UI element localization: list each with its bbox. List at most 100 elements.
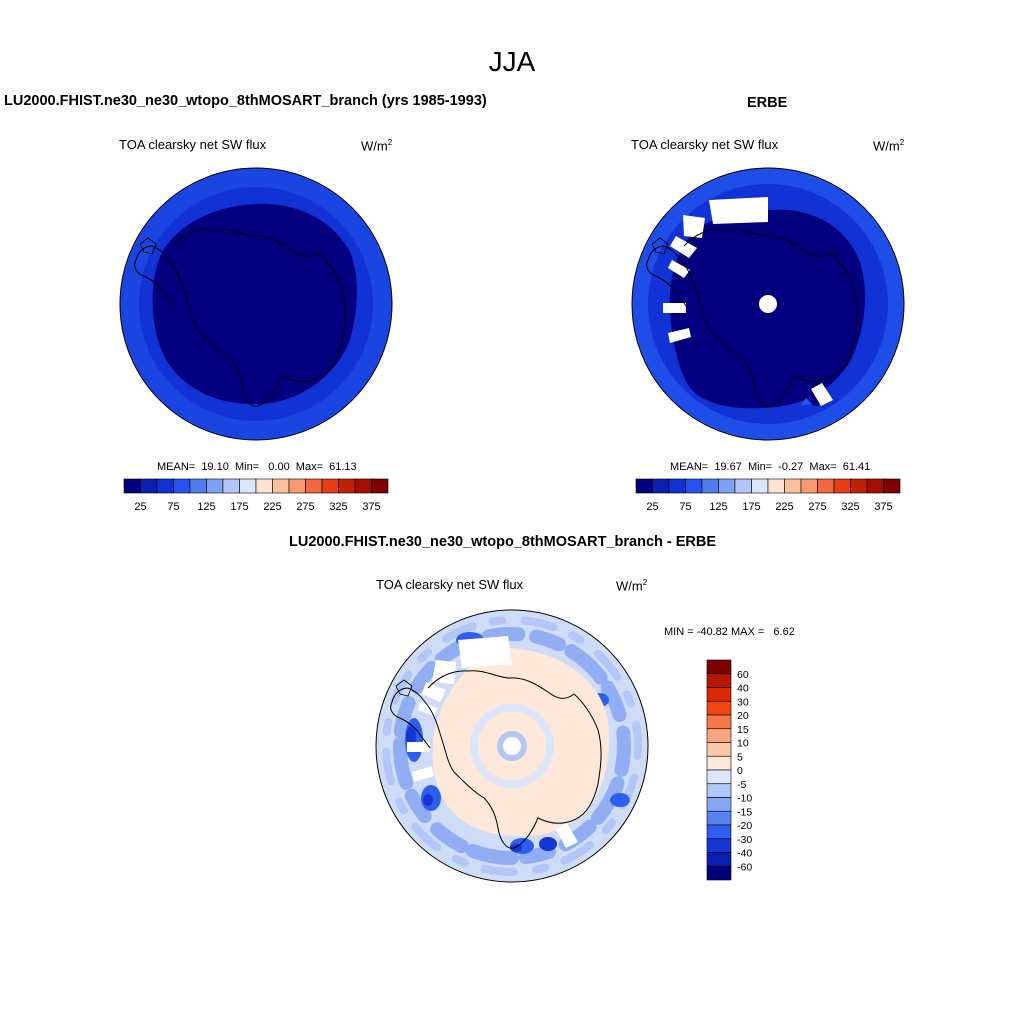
colorbar-tick-label: -15 bbox=[737, 806, 752, 818]
colorbar-swatch bbox=[173, 478, 191, 494]
colorbar-swatch bbox=[706, 659, 732, 675]
colorbar-swatch bbox=[866, 478, 884, 494]
colorbar-tick-label: 75 bbox=[679, 501, 691, 513]
colorbar-tick-label: 5 bbox=[737, 751, 743, 763]
panel1-title: LU2000.FHIST.ne30_ne30_wtopo_8thMOSART_b… bbox=[4, 93, 487, 109]
colorbar-swatch bbox=[800, 478, 818, 494]
colorbar-swatch bbox=[883, 478, 901, 494]
colorbar-swatch bbox=[652, 478, 670, 494]
panel2-map bbox=[631, 167, 905, 441]
panel3-missing-data bbox=[407, 636, 578, 848]
colorbar-swatch bbox=[767, 478, 785, 494]
colorbar-swatch bbox=[354, 478, 372, 494]
colorbar-swatch bbox=[255, 478, 273, 494]
panel3-negative-band bbox=[382, 616, 642, 876]
colorbar-tick-label: 30 bbox=[737, 696, 749, 708]
panel3-map bbox=[375, 609, 649, 883]
colorbar-tick-label: 10 bbox=[737, 738, 749, 750]
colorbar-swatch bbox=[706, 714, 732, 730]
colorbar-tick-label: 125 bbox=[709, 501, 727, 513]
colorbar-swatch bbox=[239, 478, 257, 494]
colorbar-swatch bbox=[706, 810, 732, 826]
colorbar-swatch bbox=[706, 838, 732, 853]
colorbar-tick-label: 225 bbox=[263, 501, 281, 513]
colorbar-swatch bbox=[706, 742, 732, 757]
colorbar-tick-label: 75 bbox=[167, 501, 179, 513]
colorbar-swatch bbox=[706, 797, 732, 812]
colorbar-tick-label: -20 bbox=[737, 820, 752, 832]
panel1-stats: MEAN= 19.10 Min= 0.00 Max= 61.13 bbox=[157, 461, 357, 473]
colorbar-swatch bbox=[140, 478, 158, 494]
colorbar-swatch bbox=[272, 478, 290, 494]
colorbar-swatch bbox=[371, 478, 389, 494]
panel3-units: W/m2 bbox=[616, 578, 648, 594]
colorbar-tick-label: 375 bbox=[874, 501, 892, 513]
colorbar-swatch bbox=[338, 478, 356, 494]
colorbar-tick-label: 20 bbox=[737, 710, 749, 722]
colorbar-tick-label: 40 bbox=[737, 683, 749, 695]
panel2-title: ERBE bbox=[747, 95, 788, 111]
colorbar-tick-label: 275 bbox=[296, 501, 314, 513]
colorbar-tick-label: 375 bbox=[362, 501, 380, 513]
colorbar-tick-label: 0 bbox=[737, 765, 743, 777]
colorbar-swatch bbox=[321, 478, 339, 494]
panel3-variable-label: TOA clearsky net SW flux bbox=[376, 577, 524, 592]
colorbar-tick-label: 325 bbox=[841, 501, 859, 513]
colorbar-tick-label: 325 bbox=[329, 501, 347, 513]
colorbar-tick-label: 125 bbox=[197, 501, 215, 513]
colorbar-swatch bbox=[706, 769, 732, 785]
panel2-variable-label: TOA clearsky net SW flux bbox=[631, 137, 779, 152]
colorbar-swatch bbox=[635, 478, 653, 494]
colorbar-swatch bbox=[751, 478, 769, 494]
colorbar-swatch bbox=[850, 478, 868, 494]
colorbar-swatch bbox=[706, 865, 732, 881]
figure-title: JJA bbox=[488, 46, 536, 77]
colorbar-swatch bbox=[156, 478, 174, 494]
colorbar-tick-label: 25 bbox=[134, 501, 146, 513]
colorbar-swatch bbox=[706, 824, 732, 840]
panel1-colorbar: 25 75 125 175 225 275 325 375 bbox=[123, 478, 389, 513]
colorbar-swatch bbox=[784, 478, 802, 494]
panel3-stats: MIN = -40.82 MAX = 6.62 bbox=[664, 626, 795, 638]
colorbar-swatch bbox=[222, 478, 240, 494]
colorbar-swatch bbox=[706, 687, 732, 702]
colorbar-swatch bbox=[706, 852, 732, 867]
colorbar-swatch bbox=[706, 700, 732, 716]
colorbar-tick-label: 15 bbox=[737, 724, 749, 736]
colorbar-swatch bbox=[706, 783, 732, 798]
panel3-title: LU2000.FHIST.ne30_ne30_wtopo_8thMOSART_b… bbox=[289, 534, 717, 550]
panel2-colorbar: 25 75 125 175 225 275 325 375 bbox=[635, 478, 901, 513]
panel1-variable-label: TOA clearsky net SW flux bbox=[119, 137, 267, 152]
colorbar-swatch bbox=[288, 478, 306, 494]
colorbar-tick-label: -60 bbox=[737, 861, 752, 873]
colorbar-swatch bbox=[701, 478, 719, 494]
colorbar-tick-label: 225 bbox=[775, 501, 793, 513]
colorbar-swatch bbox=[833, 478, 851, 494]
colorbar-swatch bbox=[123, 478, 141, 494]
colorbar-swatch bbox=[685, 478, 703, 494]
panel1-units: W/m2 bbox=[361, 138, 393, 154]
colorbar-tick-label: -10 bbox=[737, 793, 752, 805]
colorbar-swatch bbox=[817, 478, 835, 494]
colorbar-swatch bbox=[718, 478, 736, 494]
colorbar-swatch bbox=[206, 478, 224, 494]
panel2-units: W/m2 bbox=[873, 138, 905, 154]
colorbar-tick-label: -5 bbox=[737, 779, 746, 791]
panel2-missing-data bbox=[663, 197, 833, 406]
colorbar-swatch bbox=[305, 478, 323, 494]
colorbar-tick-label: 175 bbox=[742, 501, 760, 513]
panel2-stats: MEAN= 19.67 Min= -0.27 Max= 61.41 bbox=[670, 461, 871, 473]
colorbar-swatch bbox=[706, 673, 732, 688]
colorbar-tick-label: 60 bbox=[737, 669, 749, 681]
colorbar-tick-label: 25 bbox=[646, 501, 658, 513]
colorbar-swatch bbox=[706, 728, 732, 743]
colorbar-swatch bbox=[668, 478, 686, 494]
colorbar-swatch bbox=[734, 478, 752, 494]
colorbar-tick-label: -30 bbox=[737, 834, 752, 846]
colorbar-swatch bbox=[706, 755, 732, 771]
panel1-map bbox=[119, 167, 393, 441]
colorbar-tick-label: -40 bbox=[737, 848, 752, 860]
colorbar-tick-label: 175 bbox=[230, 501, 248, 513]
